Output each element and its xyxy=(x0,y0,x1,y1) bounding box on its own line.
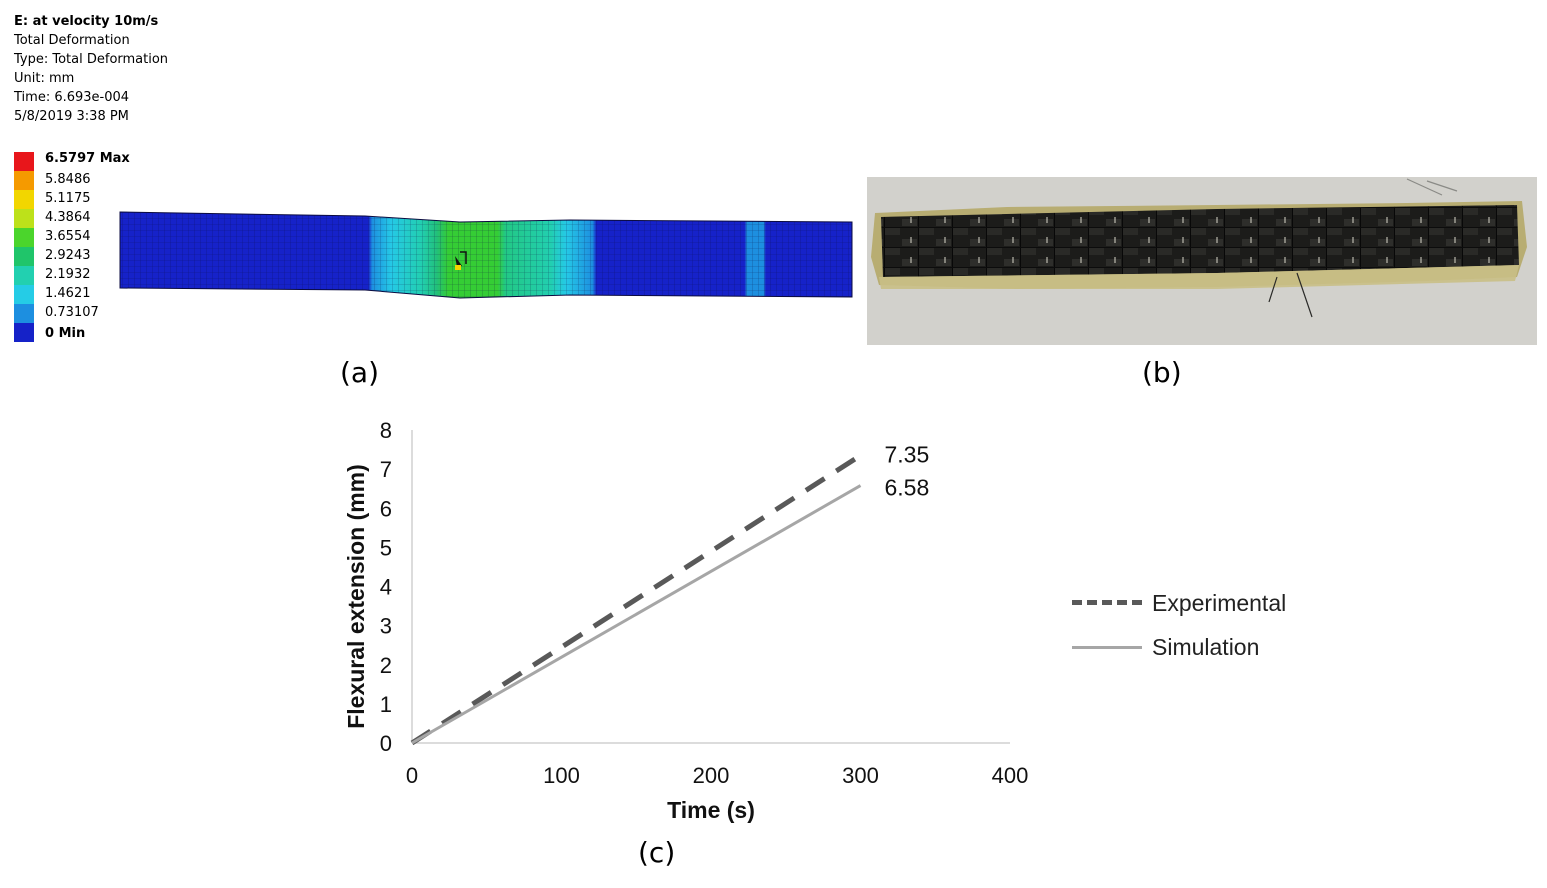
fea-result-header: E: at velocity 10m/s Total Deformation T… xyxy=(14,12,168,126)
legend-solid-swatch xyxy=(1072,646,1142,649)
legend-value-label: 2.1932 xyxy=(45,267,91,282)
series-line-simulation xyxy=(411,484,862,745)
legend-swatch xyxy=(14,285,34,304)
fea-result-name: Total Deformation xyxy=(14,33,130,48)
legend-swatch xyxy=(14,171,34,190)
y-tick-label: 4 xyxy=(380,575,392,600)
legend-value-label: 0 Min xyxy=(45,326,86,341)
deformed-beam-mesh xyxy=(119,211,853,299)
y-tick-label: 6 xyxy=(380,496,392,521)
caption-a: (a) xyxy=(340,356,380,389)
series-line-experimental xyxy=(410,453,862,746)
chart-legend: Experimental Simulation xyxy=(1068,588,1328,668)
legend-swatch xyxy=(14,266,34,285)
legend-value-label: 2.9243 xyxy=(45,248,91,263)
y-tick-label: 8 xyxy=(380,418,392,443)
legend-entry-simulation: Simulation xyxy=(1068,632,1328,662)
caption-c: (c) xyxy=(638,836,676,869)
y-axis-title: Flexural extension (mm) xyxy=(343,464,369,729)
y-tick-label: 1 xyxy=(380,692,392,717)
legend-value-label: 5.1175 xyxy=(45,191,91,206)
specimen-photo xyxy=(867,177,1537,345)
end-value-label: 7.35 xyxy=(885,441,930,467)
fea-unit: Unit: mm xyxy=(14,71,75,86)
legend-value-label: 3.6554 xyxy=(45,229,91,244)
legend-swatch xyxy=(14,323,34,342)
legend-swatch xyxy=(14,247,34,266)
legend-value-label: 4.3864 xyxy=(45,210,91,225)
legend-entry-experimental: Experimental xyxy=(1068,588,1328,618)
legend-swatch xyxy=(14,304,34,323)
fea-result-type: Type: Total Deformation xyxy=(14,52,169,67)
legend-value-label: 6.5797 Max xyxy=(45,151,130,166)
beam-body xyxy=(120,212,852,298)
legend-value-label: 0.73107 xyxy=(45,305,99,320)
y-tick-label: 5 xyxy=(380,535,392,560)
legend-swatch xyxy=(14,190,34,209)
chart-tick-labels: 0 1 2 3 4 5 6 7 8 0 100 200 300 400 xyxy=(380,418,1029,788)
contour-legend: 6.5797 Max 5.8486 5.1175 4.3864 3.6554 2.9243… xyxy=(14,152,154,348)
fea-title: E: at velocity 10m/s xyxy=(14,14,159,29)
y-tick-label: 2 xyxy=(380,653,392,678)
extension-vs-time-chart: 0 1 2 3 4 5 6 7 8 0 100 200 300 400 7.35 6.58 Time (s)… xyxy=(343,418,1029,823)
chart-series xyxy=(410,453,862,746)
y-tick-label: 3 xyxy=(380,614,392,639)
legend-swatch xyxy=(14,209,34,228)
chart-axes xyxy=(411,430,1010,744)
legend-value-label: 1.4621 xyxy=(45,286,91,301)
load-probe-icon xyxy=(455,251,467,270)
caption-b: (b) xyxy=(1142,356,1182,389)
legend-dash-swatch xyxy=(1072,600,1142,605)
x-tick-label: 400 xyxy=(992,763,1029,788)
x-tick-label: 200 xyxy=(693,763,730,788)
y-tick-label: 0 xyxy=(380,731,392,756)
x-tick-label: 0 xyxy=(406,763,418,788)
legend-label-simulation: Simulation xyxy=(1152,634,1260,660)
legend-label-experimental: Experimental xyxy=(1152,590,1287,616)
fea-time: Time: 6.693e-004 xyxy=(14,90,130,105)
y-tick-label: 7 xyxy=(380,457,392,482)
carbon-fiber-specimen xyxy=(881,205,1519,277)
x-tick-label: 300 xyxy=(842,763,879,788)
x-tick-label: 100 xyxy=(543,763,580,788)
x-axis-title: Time (s) xyxy=(667,797,755,823)
fea-date: 5/8/2019 3:38 PM xyxy=(14,109,129,124)
legend-swatch xyxy=(14,152,34,171)
chart-end-labels: 7.35 6.58 xyxy=(885,441,930,500)
end-value-label: 6.58 xyxy=(885,475,930,501)
legend-swatch xyxy=(14,228,34,247)
legend-value-label: 5.8486 xyxy=(45,172,91,187)
